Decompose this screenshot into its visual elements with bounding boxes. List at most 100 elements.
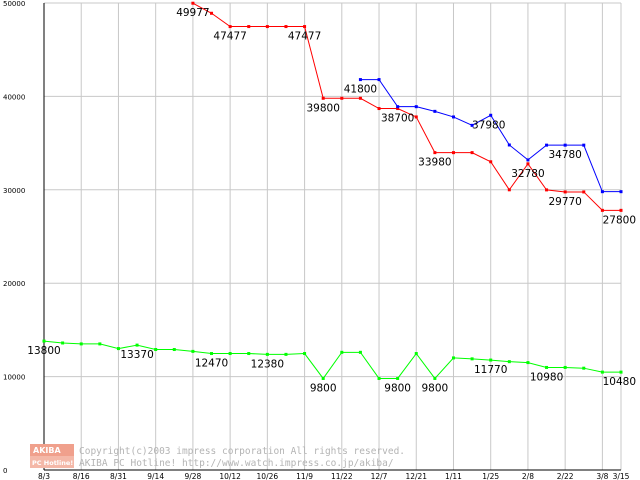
series-0-point: [526, 162, 530, 166]
series-0-point: [191, 1, 195, 5]
x-tick-label: 1/11: [445, 472, 462, 480]
series-0-point: [619, 208, 623, 212]
x-tick-label: 12/7: [371, 472, 388, 480]
series-0-point: [433, 151, 437, 155]
x-tick-label: 11/22: [331, 472, 353, 480]
x-tick-label: 10/12: [219, 472, 241, 480]
x-tick-label: 12/21: [405, 472, 427, 480]
series-0-point: [377, 107, 381, 111]
series-2-point: [563, 365, 567, 369]
copyright-line-1: Copyright(c)2003 impress corporation All…: [79, 446, 405, 457]
series-2-point: [79, 342, 83, 346]
data-label: 10980: [530, 371, 563, 383]
series-0-point: [507, 188, 511, 192]
data-label: 39800: [306, 102, 339, 114]
series-2-point: [545, 365, 549, 369]
series-2-point: [61, 341, 65, 345]
series-line-0: [192, 2, 621, 211]
series-0-point: [247, 25, 251, 29]
data-label: 9800: [310, 382, 337, 394]
series-1-point: [396, 105, 400, 109]
series-1-point: [433, 109, 437, 113]
series-line-2: [43, 340, 621, 380]
x-tick-label: 3/8: [596, 472, 608, 480]
series-1-point: [414, 105, 418, 109]
series-2-point: [414, 352, 418, 356]
series-0-point: [265, 25, 269, 29]
data-label: 9800: [422, 382, 449, 394]
data-label: 10480: [603, 376, 636, 388]
y-tick-label: 50000: [3, 0, 25, 8]
data-labels: 49977 47477 47477 39800 41800 38700 33980 37980…: [27, 7, 636, 394]
series-2-point: [377, 376, 381, 380]
data-label: 27800: [603, 214, 636, 226]
series-1-point: [470, 123, 474, 127]
data-label: 33980: [418, 157, 451, 169]
data-label: 12470: [195, 358, 228, 370]
akiba-logo-box-top: [30, 444, 74, 456]
y-tick-label: 10000: [3, 374, 25, 382]
x-tick-label: 10/26: [257, 472, 279, 480]
series-2-point: [172, 348, 176, 352]
series-0-point: [563, 190, 567, 194]
series-1-point: [526, 158, 530, 162]
x-tick-label: 2/8: [522, 472, 534, 480]
series-2-point: [191, 349, 195, 353]
data-label: 11770: [474, 364, 507, 376]
series-1-point: [619, 190, 623, 194]
series-2-point: [98, 342, 102, 346]
x-tick-label: 8/16: [73, 472, 90, 480]
series-1-point: [489, 113, 493, 117]
series-0-point: [210, 11, 214, 15]
series-2-point: [303, 352, 307, 356]
x-tick-label: 11/9: [296, 472, 313, 480]
series-2-point: [451, 356, 455, 360]
series-2-point: [135, 343, 139, 347]
x-tick-label: 8/3: [38, 472, 50, 480]
series-2-point: [433, 376, 437, 380]
series-1-point: [582, 143, 586, 147]
y-tick-label: 0: [3, 467, 7, 475]
series-0-point: [284, 25, 288, 29]
y-tick-label: 40000: [3, 93, 25, 101]
series-2-point: [489, 358, 493, 362]
series-0-point: [414, 115, 418, 119]
data-label: 9800: [384, 382, 411, 394]
series-1-point: [507, 143, 511, 147]
x-tick-label: 2/22: [557, 472, 574, 480]
x-tick-label: 9/14: [147, 472, 164, 480]
series-0-point: [582, 190, 586, 194]
akiba-logo-bottom-text: PC Hotline!: [32, 459, 73, 467]
akiba-logo-top-text: AKIBA: [33, 446, 61, 455]
series-1-point: [545, 143, 549, 147]
series-2-point: [470, 357, 474, 361]
series-2-point: [340, 350, 344, 354]
series-1-point: [377, 78, 381, 82]
series-2-point: [396, 376, 400, 380]
series-2-point: [154, 348, 158, 352]
series-2-point: [507, 360, 511, 364]
x-tick-label: 9/28: [184, 472, 201, 480]
grid-lines: [43, 2, 622, 471]
data-label: 34780: [548, 149, 581, 161]
series-2-point: [42, 339, 46, 343]
series-0-point: [396, 107, 400, 111]
series-layer: [42, 1, 623, 380]
series-2-point: [358, 350, 362, 354]
akiba-logo-box-bottom: [30, 456, 74, 468]
series-2-point: [321, 376, 325, 380]
data-label: 32780: [511, 168, 544, 180]
series-2-point: [247, 352, 251, 356]
y-tick-label: 20000: [3, 280, 25, 288]
data-label: 12380: [251, 358, 284, 370]
series-0-point: [470, 151, 474, 155]
series-2-point: [284, 352, 288, 356]
series-2-point: [526, 361, 530, 365]
series-0-point: [303, 25, 307, 29]
series-0-point: [340, 96, 344, 100]
data-label: 38700: [381, 113, 414, 125]
series-0-point: [451, 151, 455, 155]
series-0-point: [489, 160, 493, 164]
y-tick-label: 30000: [3, 187, 25, 195]
